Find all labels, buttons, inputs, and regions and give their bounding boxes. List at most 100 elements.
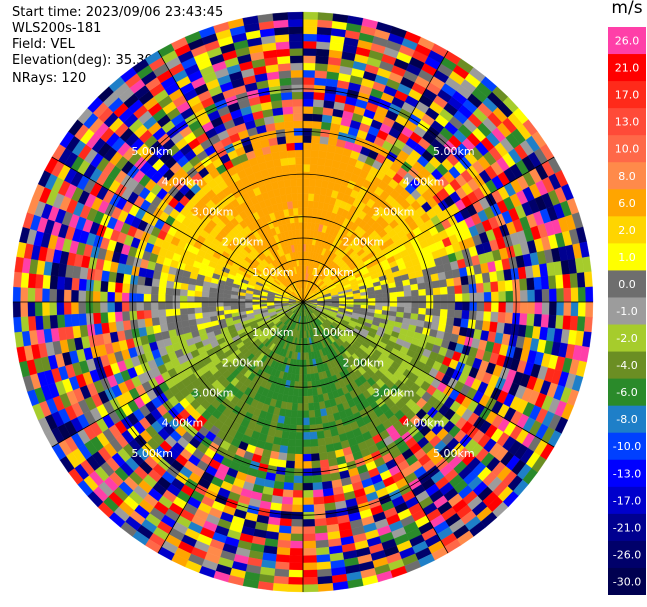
colorbar-tick-label: -4.0 xyxy=(616,359,637,372)
velocity-gate xyxy=(288,19,304,28)
velocity-gate xyxy=(56,276,66,290)
velocity-gate xyxy=(302,504,315,513)
velocity-gate xyxy=(173,321,183,330)
velocity-gate xyxy=(302,584,319,593)
velocity-gate xyxy=(317,157,326,167)
velocity-gate xyxy=(208,306,217,313)
velocity-gate xyxy=(215,306,224,312)
velocity-gate xyxy=(302,453,312,462)
velocity-gate xyxy=(504,312,514,325)
velocity-gate xyxy=(302,149,312,158)
velocity-gate xyxy=(13,316,22,333)
velocity-gate xyxy=(275,172,284,182)
device-text: WLS200s-181 xyxy=(12,21,102,36)
velocity-gate xyxy=(302,200,309,209)
velocity-gate xyxy=(302,178,310,187)
velocity-gate xyxy=(165,287,174,296)
velocity-gate xyxy=(411,295,420,303)
velocity-gate xyxy=(584,316,593,333)
velocity-gate xyxy=(144,276,153,287)
velocity-gate xyxy=(289,424,297,433)
velocity-gate xyxy=(179,288,188,297)
velocity-gate xyxy=(410,283,419,291)
velocity-gate xyxy=(483,301,492,313)
velocity-gate xyxy=(121,282,131,294)
velocity-gate xyxy=(483,282,492,293)
velocity-gate xyxy=(287,438,296,447)
velocity-gate xyxy=(476,292,485,303)
velocity-gate xyxy=(298,374,304,382)
velocity-gate xyxy=(78,301,86,314)
range-label: 3.00km xyxy=(192,387,234,400)
velocity-gate xyxy=(302,446,312,455)
velocity-gate xyxy=(353,301,362,306)
velocity-gate xyxy=(291,84,304,93)
velocity-gate xyxy=(288,576,304,585)
velocity-gate xyxy=(273,19,289,29)
velocity-gate xyxy=(99,301,108,313)
velocity-gate xyxy=(440,301,449,310)
velocity-gate xyxy=(92,279,102,292)
velocity-gate xyxy=(311,120,323,130)
colorbar-tick-label: -30.0 xyxy=(613,575,641,588)
velocity-gate xyxy=(310,157,319,166)
velocity-gate xyxy=(78,313,87,326)
velocity-gate xyxy=(316,554,331,563)
velocity-gate xyxy=(302,69,316,78)
velocity-gate xyxy=(284,186,292,195)
velocity-gate xyxy=(302,432,311,440)
velocity-gate xyxy=(136,301,144,311)
range-label: 5.00km xyxy=(433,145,475,158)
velocity-gate xyxy=(287,157,296,166)
velocity-gate xyxy=(302,19,318,28)
velocity-gate xyxy=(92,301,101,314)
velocity-gate xyxy=(425,301,434,309)
velocity-gate xyxy=(292,207,299,216)
velocity-gate xyxy=(150,309,159,319)
velocity-gate xyxy=(297,193,304,201)
velocity-gate xyxy=(277,452,288,461)
velocity-gate xyxy=(431,315,441,324)
velocity-gate xyxy=(504,279,514,292)
velocity-gate xyxy=(316,561,332,571)
velocity-gate xyxy=(302,77,315,85)
velocity-gate xyxy=(296,424,304,433)
velocity-gate xyxy=(439,286,448,295)
velocity-gate xyxy=(302,475,313,484)
velocity-gate xyxy=(556,288,565,303)
velocity-gate xyxy=(294,461,304,469)
velocity-gate xyxy=(302,84,315,93)
velocity-gate xyxy=(317,575,333,585)
velocity-gate xyxy=(158,286,167,295)
velocity-gate xyxy=(281,164,290,174)
velocity-gate xyxy=(293,475,304,484)
velocity-gate xyxy=(447,293,456,303)
velocity-gate xyxy=(41,288,50,303)
velocity-gate xyxy=(490,281,499,293)
velocity-gate xyxy=(289,48,304,56)
velocity-gate xyxy=(311,460,321,469)
velocity-gate xyxy=(314,525,328,534)
velocity-gate xyxy=(297,207,304,216)
velocity-gate xyxy=(302,424,310,433)
velocity-gate xyxy=(71,313,80,327)
velocity-gate xyxy=(310,142,320,151)
velocity-gate xyxy=(519,313,528,326)
velocity-gate xyxy=(425,295,434,303)
velocity-gate xyxy=(396,296,405,303)
velocity-gate xyxy=(302,576,318,585)
velocity-gate xyxy=(294,453,304,462)
velocity-gate xyxy=(279,77,292,86)
velocity-gate xyxy=(302,156,311,165)
velocity-gate xyxy=(302,417,310,426)
velocity-gate xyxy=(314,77,327,86)
velocity-gate xyxy=(395,285,405,293)
velocity-gate xyxy=(34,301,43,317)
velocity-gate xyxy=(375,297,383,303)
velocity-gate xyxy=(433,301,441,310)
velocity-gate xyxy=(302,497,314,506)
velocity-gate xyxy=(71,277,80,291)
velocity-gate xyxy=(114,311,123,322)
velocity-gate xyxy=(302,62,316,71)
velocity-gate xyxy=(307,395,314,404)
